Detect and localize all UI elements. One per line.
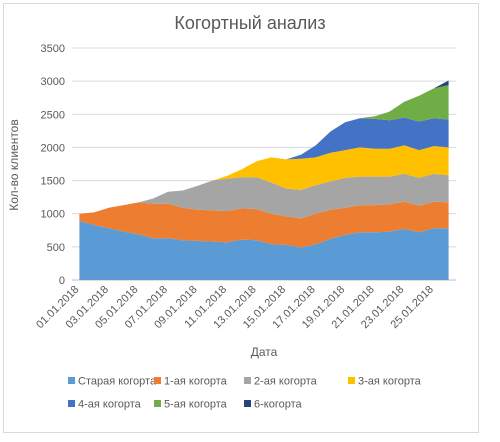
legend-swatch [154,377,161,384]
legend-swatch [244,377,251,384]
legend-item-label: 2-ая когорта [254,376,318,388]
x-tick-labels: 01.01.201803.01.201805.01.201807.01.2018… [34,284,436,331]
legend-item-label: 1-ая когорта [164,376,228,388]
y-axis-label: Кол-во клиентов [7,119,21,210]
y-tick-label: 0 [59,275,65,287]
legend-swatch [68,377,75,384]
y-tick-label: 2500 [41,109,65,121]
area-series-4 [79,145,449,214]
legend-item-label: 5-ая когорта [164,399,228,411]
legend-item-label: 6-когорта [254,399,303,411]
chart-title: Когортный анализ [174,13,325,33]
legend-swatch [244,400,251,407]
area-series-1 [79,221,449,280]
area-series-5 [79,117,449,214]
y-tick-label: 500 [47,242,65,254]
legend-swatch [348,377,355,384]
legend: Старая когорта 1-ая когорта 2-ая когорта 3-… [68,376,422,411]
y-tick-label: 3000 [41,76,65,88]
area-series-group [79,80,449,280]
legend-swatch [68,400,75,407]
legend-item-label: 4-ая когорта [78,399,142,411]
y-tick-label: 1500 [41,176,65,188]
y-tick-label: 3500 [41,43,65,55]
y-tick-labels: 0 500 1000 1500 2000 2500 3000 3500 [41,43,65,287]
legend-swatch [154,400,161,407]
y-tick-label: 1000 [41,209,65,221]
legend-item-label: Старая когорта [78,376,157,388]
legend-item-label: 3-ая когорта [358,376,422,388]
x-axis-label: Дата [251,345,278,359]
y-tick-label: 2000 [41,142,65,154]
area-series-2 [79,201,449,248]
area-series-3 [79,173,449,219]
